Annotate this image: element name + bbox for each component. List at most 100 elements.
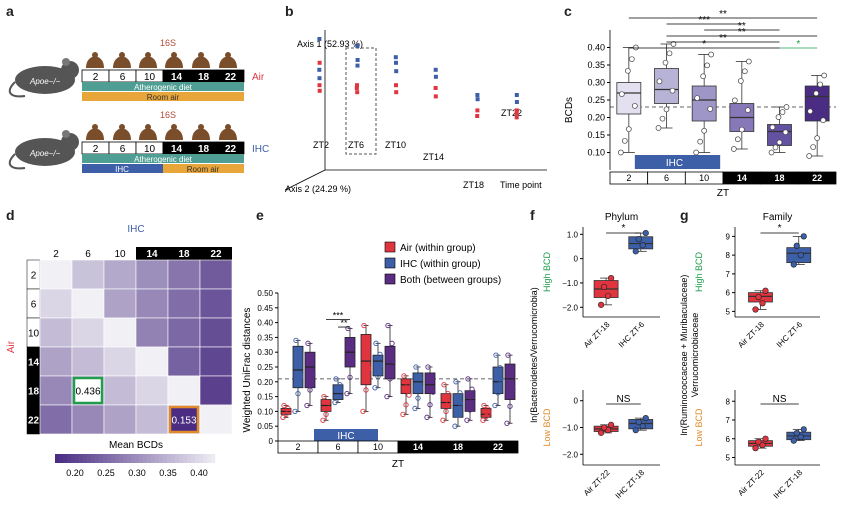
air-point [433, 94, 438, 99]
y-tick-label: 6 [726, 289, 731, 298]
comparison-point [639, 242, 646, 249]
colorbar-segment [111, 454, 116, 463]
y-tick-label: 7 [726, 416, 731, 425]
unifrac-point [455, 412, 461, 418]
unifrac-point [486, 410, 492, 416]
ihc-bar-label: IHC [337, 431, 354, 442]
feces-icon [113, 128, 131, 140]
x-axis-label: ZT [717, 188, 729, 199]
bcd-point [700, 73, 707, 80]
comparison-point [800, 426, 807, 433]
feces-icon [86, 56, 104, 68]
panel-label-b: b [285, 3, 294, 19]
unifrac-point [509, 369, 515, 375]
x-label: 14 [146, 249, 158, 260]
comparison-point [632, 248, 639, 255]
unifrac-point [298, 373, 304, 379]
zt-label: 10 [699, 173, 709, 183]
bcd-point [737, 78, 744, 84]
bcd-side-label: Low BCD [542, 408, 552, 447]
heatmap-cell [39, 259, 73, 290]
comparison-box [628, 236, 654, 250]
feces-icon-top [198, 52, 204, 58]
comparison-point [759, 441, 766, 449]
x-tick-label: Air ZT-22 [582, 468, 612, 498]
room-air-bar [163, 164, 244, 173]
y-tick-label: 0.50 [257, 289, 273, 298]
unifrac-point [293, 337, 299, 344]
feces-icon-top [225, 52, 231, 58]
group-label: ZT22 [501, 108, 522, 118]
mouse-tail [8, 81, 26, 98]
colorbar-segment [143, 454, 148, 463]
significance-label: ** [738, 21, 746, 32]
unifrac-point [481, 402, 487, 409]
unifrac-point [385, 322, 391, 329]
x-label: 22 [210, 249, 222, 260]
ihc-point [355, 44, 360, 48]
comparison-point [755, 438, 762, 445]
bcd-point [628, 56, 635, 63]
zt-label: 14 [737, 173, 747, 183]
colorbar-segment [115, 454, 120, 463]
y-tick-label: 0.40 [587, 43, 605, 53]
timepoint-label: 18 [198, 72, 210, 83]
feces-icon-top [145, 52, 151, 58]
panel-label-e: e [256, 207, 264, 223]
y-tick-label: 8 [726, 397, 731, 406]
unifrac-point [469, 386, 475, 392]
colorbar-segment [99, 454, 104, 463]
heatmap-cell [167, 375, 201, 406]
y-tick-label: 0.35 [587, 60, 605, 70]
bcd-point [666, 50, 673, 57]
feces-icon-top [145, 124, 151, 130]
feces-icon-top [92, 124, 98, 130]
colorbar-segment [63, 454, 68, 463]
heatmap-cell [39, 404, 73, 435]
y-tick-label: 0.20 [257, 378, 273, 387]
unifrac-point [333, 376, 339, 382]
significance-label: NS [616, 394, 630, 405]
zt-cell [477, 440, 519, 454]
panel-label-g: g [680, 207, 689, 223]
unifrac-point [286, 408, 292, 415]
feces-icon-top [225, 124, 231, 130]
ihc-point [394, 69, 399, 74]
y-tick-label: 0.05 [257, 422, 273, 431]
heatmap-cell [199, 404, 233, 435]
timepoint-label: 2 [93, 72, 99, 83]
heatmap-cell [135, 259, 169, 290]
legend-swatch [384, 241, 396, 253]
bcd-point [659, 115, 666, 122]
unifrac-point [372, 385, 378, 391]
unifrac-point [498, 377, 504, 383]
y-tick-label: 0 [269, 437, 274, 446]
y-axis-label: Weighted UniFrac distances [242, 308, 253, 433]
unifrac-box [464, 390, 476, 412]
colorbar-tick-label: 0.30 [128, 468, 146, 478]
unifrac-point [412, 405, 418, 412]
y-tick-label: 0 [574, 255, 579, 264]
zt-label: 6 [664, 173, 669, 183]
ihc-bar [314, 429, 378, 441]
significance-label: ** [719, 9, 727, 20]
zt-label: 2 [626, 173, 631, 183]
y-axis-label-2: Verrucomicrobiaceae [690, 313, 700, 398]
feces-icon-top [171, 124, 177, 130]
unifrac-box [492, 366, 504, 395]
bcd-point [625, 126, 632, 133]
heatmap-cell [199, 259, 233, 290]
comparison-point [793, 242, 800, 249]
y-axis-label: ln(Bacteroidetes/Verrucomicrobia) [529, 287, 539, 423]
y-axis-label: ln(Ruminococcaceae + Muribaculaceae) [679, 275, 689, 436]
unifrac-point [480, 417, 486, 423]
unifrac-point [295, 390, 301, 397]
zt-cell [797, 171, 837, 185]
bcd-point [663, 106, 670, 113]
unifrac-point [505, 352, 511, 358]
unifrac-point [349, 342, 355, 348]
y-tick-label: −1.0 [562, 279, 578, 288]
colorbar-segment [175, 454, 180, 463]
ihc-point [355, 58, 360, 62]
feces-icon [219, 128, 237, 140]
